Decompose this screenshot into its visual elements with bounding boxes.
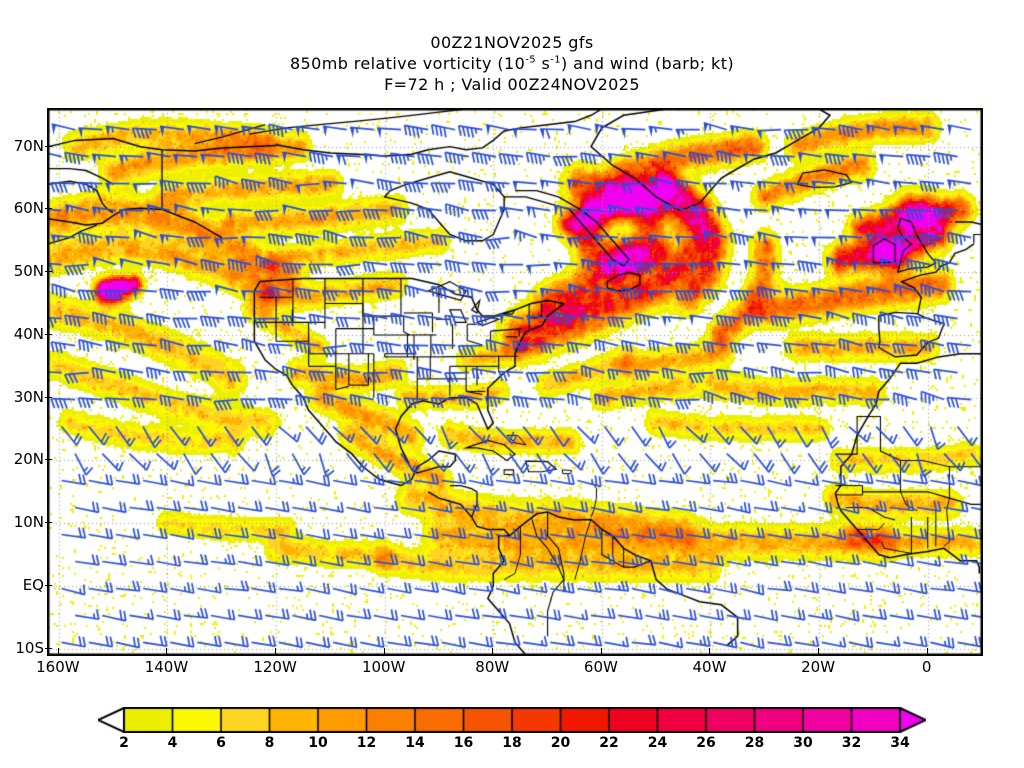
colorbar-tick-2: 2 bbox=[119, 735, 129, 751]
y-tick-label-20N: 20N bbox=[13, 450, 44, 469]
y-tick-mark bbox=[45, 271, 52, 273]
colorbar-tick-4: 4 bbox=[167, 735, 178, 751]
title-line-model: 00Z21NOV2025 gfs bbox=[430, 33, 594, 52]
y-tick-label-10S: 10S bbox=[15, 638, 44, 657]
y-tick-mark bbox=[45, 396, 52, 398]
x-tick-label-40W: 40W bbox=[692, 658, 727, 676]
x-tick-mark bbox=[166, 648, 168, 655]
colorbar-tick-6: 6 bbox=[216, 735, 226, 751]
colorbar-tick-18: 18 bbox=[502, 735, 522, 751]
title-field-pre: 850mb relative vorticity (10 bbox=[289, 54, 526, 73]
title-line-field: 850mb relative vorticity (10-5 s-1) and … bbox=[0, 53, 1024, 74]
title-exponent-seconds: -1 bbox=[550, 54, 561, 66]
x-tick-label-140W: 140W bbox=[144, 658, 189, 676]
y-tick-mark bbox=[45, 333, 52, 335]
y-tick-label-EQ: EQ bbox=[22, 575, 44, 594]
y-tick-mark bbox=[45, 459, 52, 461]
colorbar-canvas[interactable] bbox=[98, 707, 926, 733]
y-tick-label-40N: 40N bbox=[13, 324, 44, 343]
y-tick-mark bbox=[45, 584, 52, 586]
colorbar-tick-28: 28 bbox=[744, 735, 765, 751]
colorbar-tick-22: 22 bbox=[599, 735, 619, 751]
x-tick-mark bbox=[709, 648, 711, 655]
x-tick-label-60W: 60W bbox=[583, 658, 618, 676]
colorbar-tick-14: 14 bbox=[405, 735, 425, 751]
x-tick-mark bbox=[57, 648, 59, 655]
colorbar-tick-12: 12 bbox=[356, 735, 377, 751]
colorbar-tick-10: 10 bbox=[308, 735, 328, 751]
title-exponent-units: -5 bbox=[525, 54, 536, 66]
x-tick-label-80W: 80W bbox=[475, 658, 510, 676]
y-tick-mark bbox=[45, 208, 52, 210]
x-tick-mark bbox=[492, 648, 494, 655]
x-tick-mark bbox=[275, 648, 277, 655]
colorbar-tick-24: 24 bbox=[647, 735, 668, 751]
x-tick-label-160W: 160W bbox=[36, 658, 80, 676]
title-field-mid: s bbox=[535, 54, 551, 73]
y-tick-label-60N: 60N bbox=[13, 199, 44, 218]
vorticity-wind-map-canvas[interactable] bbox=[48, 109, 982, 655]
y-tick-label-10N: 10N bbox=[13, 513, 44, 532]
colorbar-tick-30: 30 bbox=[793, 735, 813, 751]
y-tick-mark bbox=[45, 522, 52, 524]
colorbar-tick-26: 26 bbox=[696, 735, 716, 751]
chart-title-block: 00Z21NOV2025 gfs 850mb relative vorticit… bbox=[0, 32, 1024, 95]
title-line-valid: F=72 h ; Valid 00Z24NOV2025 bbox=[384, 75, 640, 94]
colorbar-tick-8: 8 bbox=[264, 735, 275, 751]
colorbar-tick-20: 20 bbox=[550, 735, 571, 751]
x-tick-label-120W: 120W bbox=[253, 658, 297, 676]
y-tick-mark bbox=[45, 145, 52, 147]
y-tick-label-50N: 50N bbox=[13, 262, 44, 281]
colorbar[interactable] bbox=[98, 707, 926, 733]
title-field-post: ) and wind (barb; kt) bbox=[561, 54, 735, 73]
x-tick-mark bbox=[818, 648, 820, 655]
y-tick-mark bbox=[45, 647, 52, 649]
x-tick-label-0: 0 bbox=[921, 658, 932, 676]
colorbar-tick-32: 32 bbox=[841, 735, 862, 751]
y-tick-label-30N: 30N bbox=[13, 387, 44, 406]
y-tick-label-70N: 70N bbox=[13, 136, 44, 155]
x-tick-label-100W: 100W bbox=[361, 658, 406, 676]
colorbar-tick-34: 34 bbox=[890, 735, 910, 751]
map-plot-area[interactable] bbox=[47, 108, 983, 656]
x-tick-mark bbox=[383, 648, 385, 655]
x-tick-mark bbox=[926, 648, 928, 655]
x-tick-label-20W: 20W bbox=[801, 658, 836, 676]
x-tick-mark bbox=[600, 648, 602, 655]
colorbar-tick-16: 16 bbox=[453, 735, 474, 751]
